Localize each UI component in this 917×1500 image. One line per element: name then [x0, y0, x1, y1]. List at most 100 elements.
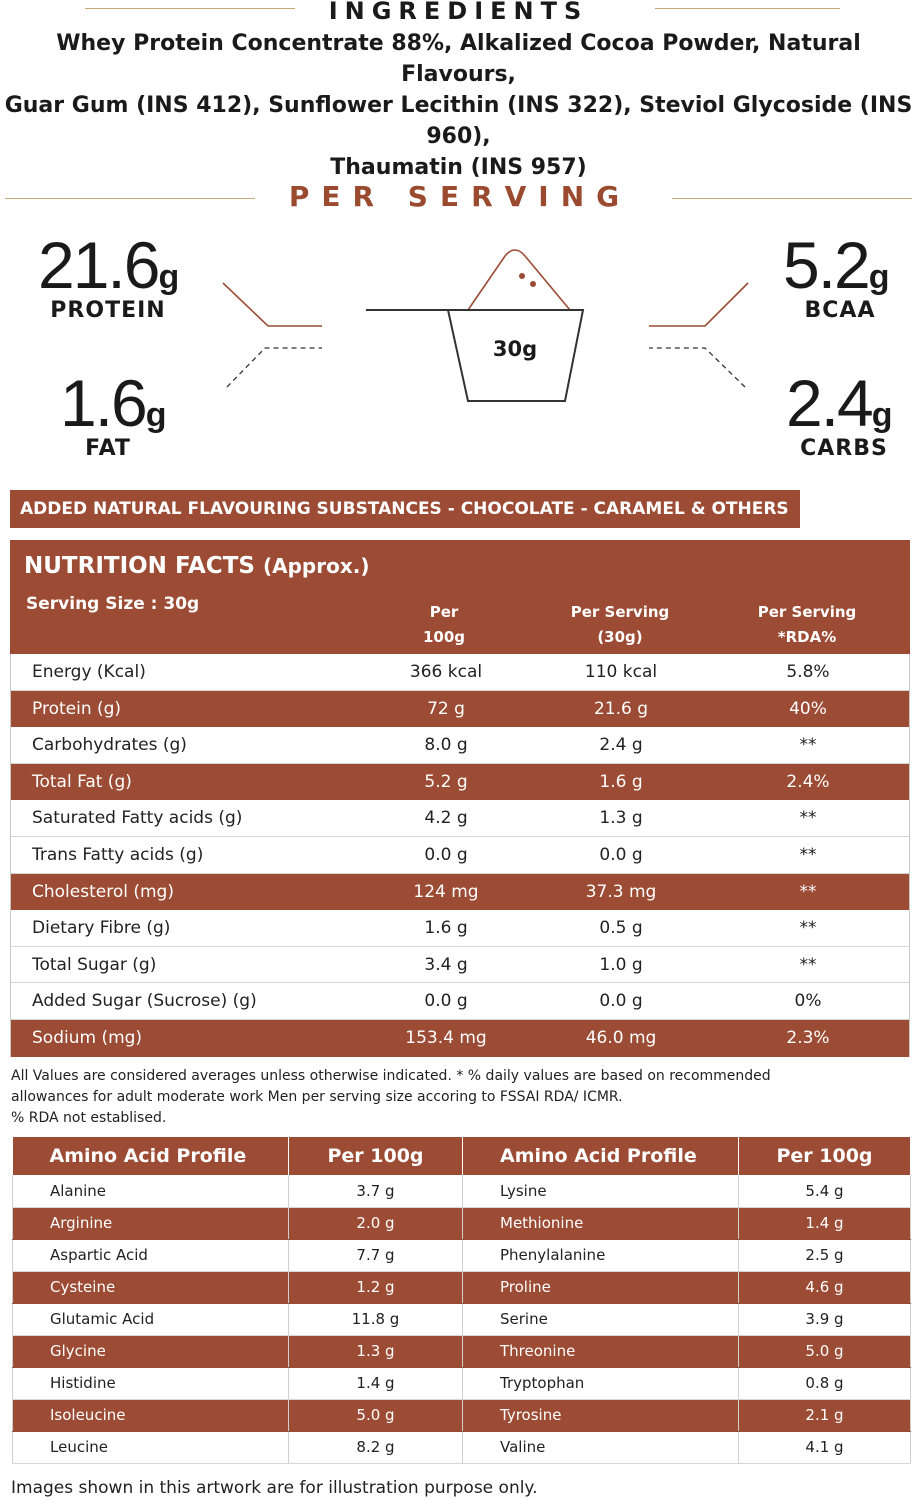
divider-left	[5, 198, 255, 199]
per-serving-value: 46.0 mg	[585, 1027, 657, 1048]
amino-value: 2.0 g	[288, 1207, 463, 1240]
amino-col-header: Per 100g	[288, 1137, 463, 1175]
ingredients-line-2: Guar Gum (INS 412), Sunflower Lecithin (…	[4, 93, 913, 149]
powder-heap	[467, 249, 571, 311]
col-header-line: (30g)	[597, 628, 643, 646]
bcaa-value: 5.2g	[783, 228, 890, 302]
per-serving-value: 1.6 g	[599, 771, 643, 792]
col-header-line: Per	[429, 603, 459, 621]
amino-name: Valine	[462, 1431, 739, 1464]
nutrient-name: Dietary Fibre (g)	[32, 918, 171, 939]
amino-value: 8.2 g	[288, 1431, 463, 1464]
per-serving-value: 0.0 g	[599, 991, 643, 1012]
amino-name: Serine	[462, 1303, 739, 1336]
nutrient-name: Added Sugar (Sucrose) (g)	[32, 991, 257, 1012]
rda-value: **	[799, 844, 817, 865]
amino-name: Threonine	[462, 1335, 739, 1368]
table-row: Glutamic Acid 11.8 g Serine 3.9 g	[12, 1303, 911, 1336]
per-serving-value: 110 kcal	[584, 662, 658, 682]
amino-name: Leucine	[12, 1431, 289, 1464]
per-serving-value: 1.0 g	[599, 954, 643, 975]
amino-value: 5.4 g	[738, 1175, 911, 1208]
nutrition-facts-table: NUTRITION FACTS (Approx.) Serving Size :…	[10, 540, 910, 1057]
table-row: Dietary Fibre (g) 1.6 g 0.5 g **	[11, 910, 909, 947]
illustration-disclaimer: Images shown in this artwork are for ill…	[11, 1478, 538, 1498]
amino-value: 1.4 g	[288, 1367, 463, 1400]
rda-value: 40%	[789, 698, 827, 719]
amino-name: Methionine	[462, 1207, 739, 1240]
scoop-amount: 30g	[492, 337, 538, 361]
table-row: Cholesterol (mg) 124 mg 37.3 mg **	[11, 873, 909, 911]
table-row: Protein (g) 72 g 21.6 g 40%	[11, 690, 909, 728]
table-row: Energy (Kcal) 366 kcal 110 kcal 5.8%	[11, 654, 909, 691]
carbs-label: CARBS	[800, 436, 888, 461]
nutrition-title-text: NUTRITION FACTS	[24, 553, 255, 579]
per-serving-value: 1.3 g	[599, 808, 643, 829]
amino-name: Alanine	[12, 1175, 289, 1208]
ingredients-title: INGREDIENTS	[328, 0, 589, 25]
col-header-line: *RDA%	[777, 628, 837, 646]
per-100g-value: 3.4 g	[424, 954, 468, 975]
divider-left	[85, 8, 295, 9]
amino-name: Tryptophan	[462, 1367, 739, 1400]
table-row: Aspartic Acid 7.7 g Phenylalanine 2.5 g	[12, 1239, 911, 1272]
nutrient-name: Saturated Fatty acids (g)	[32, 808, 243, 829]
amino-name: Arginine	[12, 1207, 289, 1240]
per-100g-value: 5.2 g	[424, 771, 468, 792]
amino-value: 4.1 g	[738, 1431, 911, 1464]
nutrient-name: Cholesterol (mg)	[32, 881, 174, 902]
amino-name: Glycine	[12, 1335, 289, 1368]
ingredients-list: Whey Protein Concentrate 88%, Alkalized …	[0, 28, 917, 183]
amino-value: 3.7 g	[288, 1175, 463, 1208]
table-row: Carbohydrates (g) 8.0 g 2.4 g **	[11, 727, 909, 764]
amino-value: 2.1 g	[738, 1399, 911, 1432]
per-serving-value: 0.0 g	[599, 844, 643, 865]
amino-name: Proline	[462, 1271, 739, 1304]
amino-col-header: Amino Acid Profile	[12, 1137, 289, 1175]
rda-value: **	[799, 954, 817, 975]
protein-connector	[222, 282, 322, 327]
nutrient-name: Trans Fatty acids (g)	[32, 844, 204, 865]
nutrient-name: Protein (g)	[32, 698, 122, 719]
carbs-value: 2.4g	[786, 366, 893, 440]
table-row: Glycine 1.3 g Threonine 5.0 g	[12, 1335, 911, 1368]
amino-value: 11.8 g	[288, 1303, 463, 1336]
amino-name: Lysine	[462, 1175, 739, 1208]
per-serving-value: 21.6 g	[593, 698, 649, 719]
table-row: Total Sugar (g) 3.4 g 1.0 g **	[11, 947, 909, 984]
divider-right	[655, 8, 840, 9]
amino-name: Aspartic Acid	[12, 1239, 289, 1272]
rda-value: **	[799, 808, 817, 829]
col-per-100g: Per 100g	[369, 600, 519, 650]
per-serving-value: 37.3 mg	[585, 881, 657, 902]
nutrition-body: Energy (Kcal) 366 kcal 110 kcal 5.8% Protei…	[10, 654, 910, 1057]
powder-dot	[519, 273, 525, 279]
table-row: Histidine 1.4 g Tryptophan 0.8 g	[12, 1367, 911, 1400]
per-100g-value: 0.0 g	[424, 844, 468, 865]
per-100g-value: 153.4 mg	[405, 1027, 487, 1048]
ingredients-line-3: Thaumatin (INS 957)	[330, 155, 587, 180]
per-100g-value: 8.0 g	[424, 735, 468, 756]
col-header-line: Per Serving	[757, 603, 857, 621]
amino-value: 7.7 g	[288, 1239, 463, 1272]
table-row: Total Fat (g) 5.2 g 1.6 g 2.4%	[11, 763, 909, 801]
amino-name: Tyrosine	[462, 1399, 739, 1432]
carbs-connector	[649, 347, 746, 388]
amino-value: 1.2 g	[288, 1271, 463, 1304]
per-serving-value: 0.5 g	[599, 918, 643, 939]
amino-value: 4.6 g	[738, 1271, 911, 1304]
amino-acid-table: Amino Acid Profile Per 100g Amino Acid P…	[12, 1137, 911, 1464]
rda-value: **	[799, 881, 817, 902]
ingredients-line-1: Whey Protein Concentrate 88%, Alkalized …	[56, 31, 861, 87]
per-100g-value: 124 mg	[413, 881, 479, 902]
nutrition-header: NUTRITION FACTS (Approx.) Serving Size :…	[10, 540, 910, 654]
table-row: Leucine 8.2 g Valine 4.1 g	[12, 1431, 911, 1464]
scoop-illustration	[222, 249, 749, 402]
amino-value: 3.9 g	[738, 1303, 911, 1336]
amino-value: 1.4 g	[738, 1207, 911, 1240]
rda-value: 5.8%	[786, 662, 830, 682]
nutrient-name: Energy (Kcal)	[32, 662, 146, 682]
per-100g-value: 1.6 g	[424, 918, 468, 939]
table-row: Sodium (mg) 153.4 mg 46.0 mg 2.3%	[11, 1019, 909, 1057]
amino-value: 5.0 g	[288, 1399, 463, 1432]
